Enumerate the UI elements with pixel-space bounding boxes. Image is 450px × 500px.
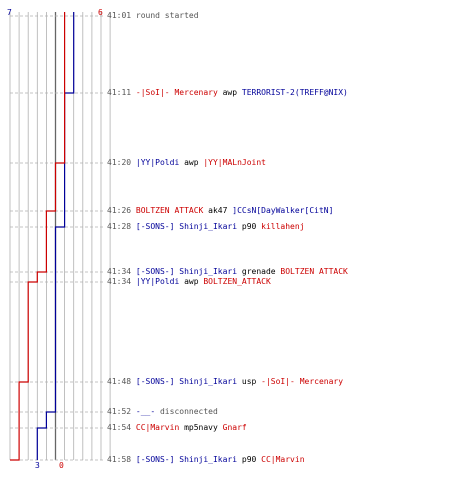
blue-team-line	[36, 12, 75, 460]
event-part: [-SONS-] Shinji_Ikari	[135, 455, 238, 464]
event-row: 41:34 |YY|Poldi awp BOLTZEN_ATTACK	[107, 277, 271, 287]
event-row: 41:26 BOLTZEN ATTACK ak47 ]CCsN[DayWalke…	[107, 206, 333, 216]
event-part: awp	[179, 277, 204, 286]
event-time: 41:01	[107, 11, 136, 20]
event-part: [-SONS-] Shinji_Ikari	[135, 222, 238, 231]
event-part: BOLTZEN ATTACK	[280, 267, 348, 276]
chart-grid	[9, 12, 111, 461]
event-part: -__-	[135, 407, 156, 416]
event-time: 41:26	[107, 206, 136, 215]
event-time: 41:54	[107, 423, 136, 432]
event-part: TERRORIST-2(TREFF@NIX)	[241, 88, 348, 97]
event-part: |YY|MALnJoint	[203, 158, 266, 167]
event-row: 41:58 [-SONS-] Shinji_Ikari p90 CC|Marvi…	[107, 455, 305, 465]
event-part: |YY|Poldi	[135, 277, 180, 286]
chart-axis-labels: 7 6 3 0	[7, 8, 103, 470]
event-row: 41:28 [-SONS-] Shinji_Ikari p90 killahen…	[107, 222, 305, 232]
event-time: 41:34	[107, 277, 136, 286]
event-time: 41:52	[107, 407, 136, 416]
event-time: 41:58	[107, 455, 136, 464]
chart-series	[10, 12, 75, 461]
event-part: BOLTZEN_ATTACK	[203, 277, 271, 286]
red-top-label: 6	[98, 8, 103, 17]
event-part: grenade	[237, 267, 281, 276]
event-row: 41:11 -|SoI|- Mercenary awp TERRORIST-2(…	[107, 88, 348, 98]
event-part: CC|Marvin	[135, 423, 180, 432]
event-part: Gnarf	[222, 423, 247, 432]
event-row: 41:20 |YY|Poldi awp |YY|MALnJoint	[107, 158, 266, 168]
event-part: -|SoI|- Mercenary	[135, 88, 218, 97]
event-part: p90	[237, 222, 262, 231]
red-team-line	[10, 12, 66, 461]
event-part: CC|Marvin	[261, 455, 305, 464]
event-time: 41:20	[107, 158, 136, 167]
event-time: 41:11	[107, 88, 136, 97]
event-part: round started	[135, 11, 199, 20]
event-part: usp	[237, 377, 262, 386]
event-part: |YY|Poldi	[135, 158, 180, 167]
red-bottom-label: 0	[59, 461, 64, 470]
event-part: -|SoI|- Mercenary	[261, 377, 344, 386]
event-part: [-SONS-] Shinji_Ikari	[135, 267, 238, 276]
event-part: ak47	[203, 206, 233, 215]
event-row: 41:01 round started	[107, 11, 199, 21]
blue-bottom-label: 3	[35, 461, 40, 470]
event-row: 41:48 [-SONS-] Shinji_Ikari usp -|SoI|- …	[107, 377, 343, 387]
event-part: disconnected	[155, 407, 218, 416]
event-time: 41:34	[107, 267, 136, 276]
event-part: ]CCsN[DayWalker[CitN]	[232, 206, 334, 215]
event-part: [-SONS-] Shinji_Ikari	[135, 377, 238, 386]
event-part: awp	[179, 158, 204, 167]
blue-top-label: 7	[7, 8, 12, 17]
event-part: mp5navy	[179, 423, 223, 432]
event-row: 41:34 [-SONS-] Shinji_Ikari grenade BOLT…	[107, 267, 348, 277]
event-time: 41:28	[107, 222, 136, 231]
event-part: p90	[237, 455, 262, 464]
event-part: killahenj	[261, 222, 305, 231]
event-part: BOLTZEN ATTACK	[135, 206, 204, 215]
event-time: 41:48	[107, 377, 136, 386]
event-row: 41:52 -__- disconnected	[107, 407, 218, 417]
event-part: awp	[217, 88, 242, 97]
event-row: 41:54 CC|Marvin mp5navy Gnarf	[107, 423, 247, 433]
